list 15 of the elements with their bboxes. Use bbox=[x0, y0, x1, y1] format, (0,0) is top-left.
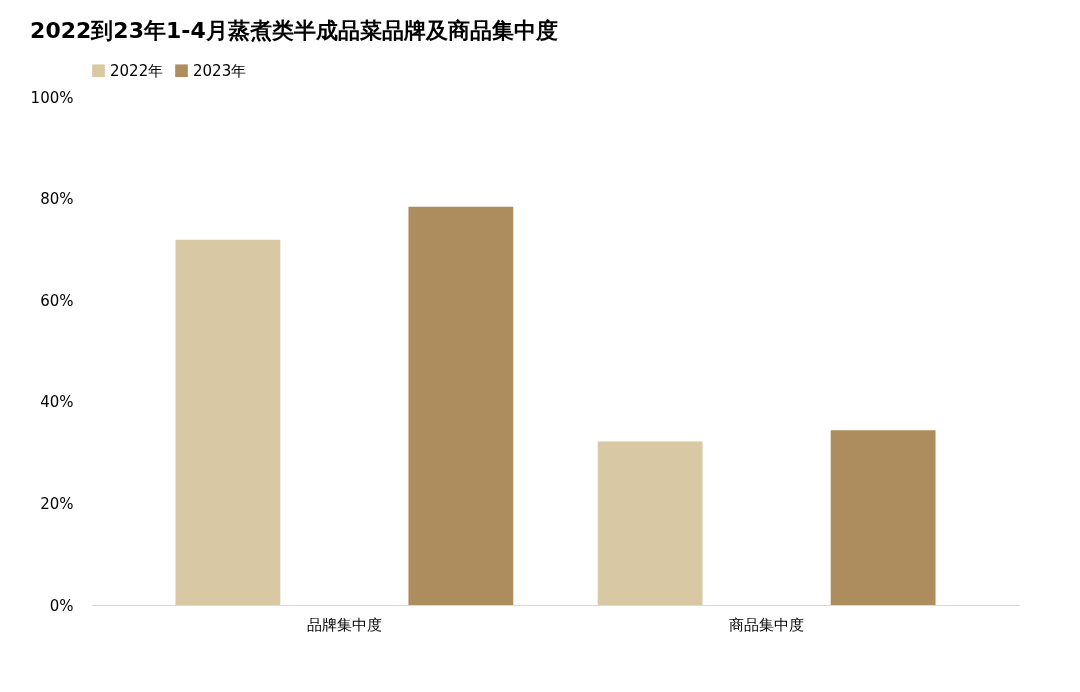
y-tick-label: 60% bbox=[40, 291, 74, 310]
y-tick-label: 40% bbox=[40, 393, 74, 412]
y-tick-label: 100% bbox=[30, 88, 74, 107]
legend-label: 2023年 bbox=[193, 61, 247, 80]
legend-label: 2022年 bbox=[110, 61, 164, 80]
y-tick-label: 0% bbox=[49, 596, 74, 615]
y-tick-label: 20% bbox=[40, 494, 74, 513]
bar bbox=[408, 206, 514, 605]
bar bbox=[597, 441, 703, 605]
y-tick-label: 80% bbox=[40, 190, 74, 209]
bar bbox=[830, 430, 936, 605]
bar bbox=[175, 239, 281, 605]
chart-title: 2022到23年1-4月蒸煮类半成品菜品牌及商品集中度 bbox=[30, 18, 558, 43]
x-tick-label: 品牌集中度 bbox=[306, 615, 382, 634]
x-tick-label: 商品集中度 bbox=[729, 615, 805, 634]
